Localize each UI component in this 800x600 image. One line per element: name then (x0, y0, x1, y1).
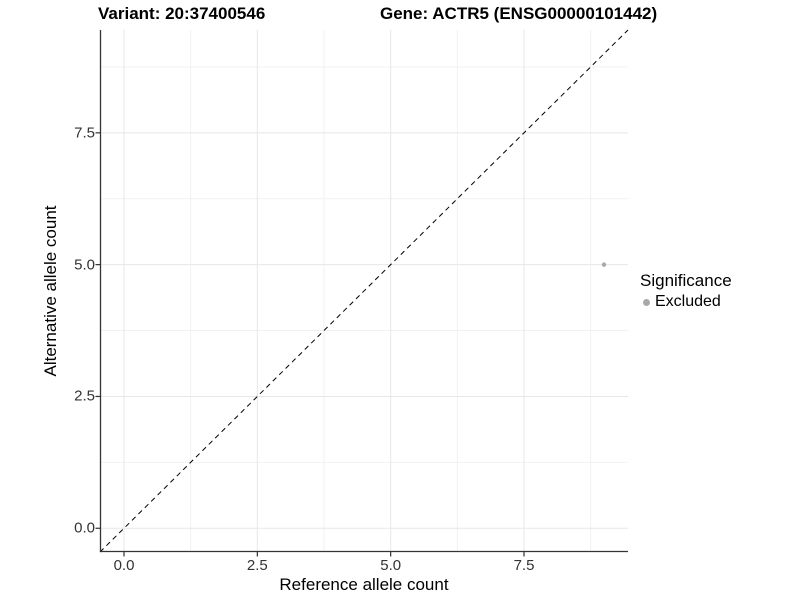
y-tick-label: 2.5 (74, 387, 95, 405)
y-tick-label: 0.0 (74, 519, 95, 537)
x-tick-label: 2.5 (246, 557, 268, 574)
plot-panel (95, 29, 629, 557)
gene-title: Gene: ACTR5 (ENSG00000101442) (380, 4, 658, 23)
y-tick-label: 5.0 (74, 256, 95, 274)
y-axis-title: Alternative allele count (41, 205, 60, 377)
legend-point-icon (643, 298, 650, 306)
data-point (601, 262, 607, 267)
scatter-plot-canvas (95, 29, 629, 557)
legend: Significance Excluded (640, 271, 732, 311)
legend-label: Excluded (655, 293, 721, 310)
variant-title: Variant: 20:37400546 (98, 4, 266, 23)
legend-title: Significance (640, 271, 732, 290)
legend-entries: Excluded (640, 293, 732, 311)
legend-entry: Excluded (640, 293, 732, 311)
x-tick-label: 0.0 (113, 557, 135, 574)
x-tick-label: 7.5 (513, 557, 535, 574)
identity-reference-line (99, 29, 629, 553)
x-axis-title: Reference allele count (279, 575, 449, 594)
y-tick-label: 7.5 (74, 124, 95, 142)
x-tick-label: 5.0 (380, 557, 402, 574)
